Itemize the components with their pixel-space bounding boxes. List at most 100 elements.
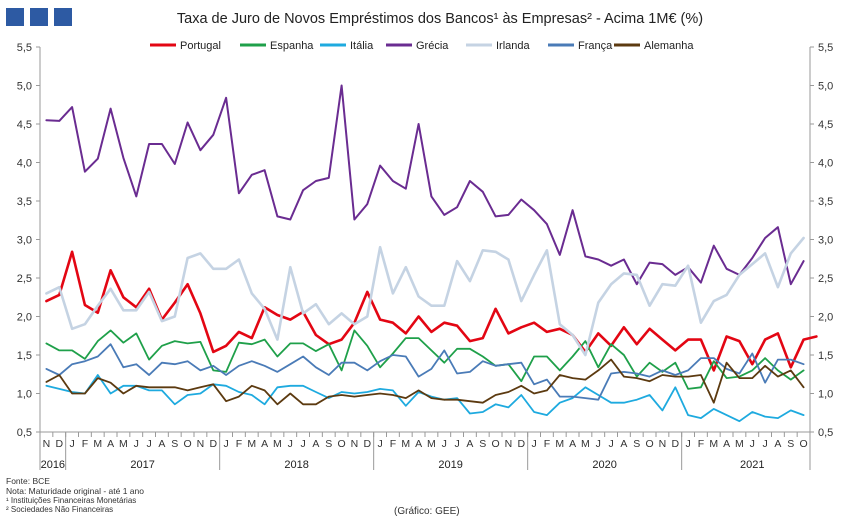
x-tick-label-year: 2019 bbox=[438, 459, 462, 471]
x-tick-label-month: A bbox=[107, 438, 114, 450]
y-tick-label-right: 2,5 bbox=[818, 273, 833, 285]
x-tick-label-month: O bbox=[645, 438, 653, 450]
x-tick-label-month: F bbox=[698, 438, 704, 450]
x-tick-label-month: J bbox=[454, 438, 459, 450]
y-tick-label-left: 3,5 bbox=[17, 196, 32, 208]
x-tick-label-month: A bbox=[158, 438, 165, 450]
y-tick-label-left: 2,5 bbox=[17, 273, 32, 285]
x-tick-label-month: N bbox=[659, 438, 667, 450]
y-tick-label-right: 4,0 bbox=[818, 158, 833, 170]
x-tick-label-month: N bbox=[351, 438, 359, 450]
x-tick-label-month: M bbox=[247, 438, 256, 450]
y-tick-label-right: 3,5 bbox=[818, 196, 833, 208]
x-tick-label-month: M bbox=[709, 438, 718, 450]
x-tick-label-month: J bbox=[608, 438, 613, 450]
x-tick-label-month: J bbox=[596, 438, 601, 450]
logo-square-3 bbox=[54, 8, 72, 26]
x-tick-label-month: F bbox=[236, 438, 242, 450]
source-note: Fonte: BCE bbox=[6, 476, 50, 486]
x-tick-label-month: A bbox=[312, 438, 319, 450]
x-tick-label-month: A bbox=[415, 438, 422, 450]
y-tick-label-left: 1,5 bbox=[17, 350, 32, 362]
y-tick-label-left: 3,0 bbox=[17, 235, 32, 247]
legend-label: Espanha bbox=[270, 40, 314, 52]
footnote-2: ² Sociedades Não Financeiras bbox=[6, 505, 114, 514]
legend: Portugal Espanha Itália Grécia Irlanda França… bbox=[150, 40, 694, 52]
legend-label: França bbox=[578, 40, 613, 52]
x-tick-label-month: J bbox=[685, 438, 690, 450]
y-tick-label-left: 4,0 bbox=[17, 158, 32, 170]
x-tick-label-year: 2020 bbox=[592, 459, 616, 471]
x-tick-label-month: O bbox=[337, 438, 345, 450]
x-tick-label-month: D bbox=[55, 438, 63, 450]
x-tick-label-month: O bbox=[183, 438, 191, 450]
series-line-irlanda bbox=[45, 236, 805, 357]
x-tick-label-month: J bbox=[762, 438, 767, 450]
x-tick-label-month: J bbox=[750, 438, 755, 450]
series-line-italia bbox=[45, 374, 805, 423]
y-tick-label-right: 1,5 bbox=[818, 350, 833, 362]
x-tick-label-month: N bbox=[43, 438, 51, 450]
legend-label: Alemanha bbox=[644, 40, 694, 52]
line-chart: Taxa de Juro de Novos Empréstimos dos Ba… bbox=[17, 11, 834, 471]
x-tick-label-month: S bbox=[787, 438, 794, 450]
x-tick-label-month: D bbox=[363, 438, 371, 450]
x-tick-label-month: J bbox=[442, 438, 447, 450]
x-tick-label-year: 2021 bbox=[740, 459, 764, 471]
x-tick-label-month: O bbox=[491, 438, 499, 450]
x-tick-label-month: M bbox=[427, 438, 436, 450]
series-line-franca bbox=[45, 343, 805, 401]
y-tick-label-right: 4,5 bbox=[818, 119, 833, 131]
legend-label: Irlanda bbox=[496, 40, 531, 52]
y-tick-label-left: 5,0 bbox=[17, 81, 32, 93]
y-tick-label-right: 2,0 bbox=[818, 312, 833, 324]
x-tick-label-month: A bbox=[261, 438, 268, 450]
x-tick-label-month: N bbox=[505, 438, 513, 450]
x-tick-label-month: M bbox=[119, 438, 128, 450]
x-tick-label-month: M bbox=[273, 438, 282, 450]
y-tick-label-right: 5,5 bbox=[818, 42, 833, 54]
x-tick-label-year: 2017 bbox=[130, 459, 154, 471]
x-tick-label-month: A bbox=[620, 438, 627, 450]
y-tick-label-right: 0,5 bbox=[818, 427, 833, 439]
x-tick-label-month: A bbox=[774, 438, 781, 450]
series-line-espanha bbox=[45, 329, 805, 390]
x-tick-label-month: S bbox=[325, 438, 332, 450]
x-tick-label-month: J bbox=[146, 438, 151, 450]
x-tick-label-month: A bbox=[569, 438, 576, 450]
y-tick-label-left: 1,0 bbox=[17, 389, 32, 401]
legend-label: Grécia bbox=[416, 40, 449, 52]
x-tick-label-month: F bbox=[390, 438, 396, 450]
x-tick-label-month: D bbox=[209, 438, 217, 450]
x-tick-label-month: D bbox=[517, 438, 525, 450]
chart-title: Taxa de Juro de Novos Empréstimos dos Ba… bbox=[177, 11, 703, 27]
x-tick-label-year: 2016 bbox=[41, 459, 65, 471]
x-tick-label-month: D bbox=[671, 438, 679, 450]
x-tick-label-month: J bbox=[134, 438, 139, 450]
chart-credit: (Gráfico: GEE) bbox=[394, 506, 460, 517]
y-tick-label-left: 0,5 bbox=[17, 427, 32, 439]
series-line-portugal bbox=[45, 250, 818, 372]
x-tick-label-month: M bbox=[581, 438, 590, 450]
logo-square-2 bbox=[30, 8, 48, 26]
x-tick-label-month: J bbox=[223, 438, 228, 450]
logo-square-1 bbox=[6, 8, 24, 26]
x-tick-label-month: M bbox=[93, 438, 102, 450]
x-tick-label-month: J bbox=[69, 438, 74, 450]
legend-label: Portugal bbox=[180, 40, 221, 52]
x-tick-label-year: 2018 bbox=[284, 459, 308, 471]
x-tick-label-month: N bbox=[197, 438, 205, 450]
axes: 0,5 0,5 1,0 1,0 1,5 1,5 2,0 2,0 2,5 2,5 3,0 3,0 3,5 3… bbox=[17, 42, 834, 471]
x-tick-label-month: J bbox=[300, 438, 305, 450]
x-tick-label-month: A bbox=[723, 438, 730, 450]
x-tick-label-month: S bbox=[633, 438, 640, 450]
x-tick-label-month: O bbox=[799, 438, 807, 450]
y-tick-label-left: 4,5 bbox=[17, 119, 32, 131]
legend-label: Itália bbox=[350, 40, 374, 52]
footnote-1: ¹ Instituições Financeiras Monetárias bbox=[6, 496, 137, 505]
x-tick-label-month: M bbox=[401, 438, 410, 450]
plot-area bbox=[45, 84, 818, 423]
x-tick-label-month: F bbox=[82, 438, 88, 450]
x-tick-label-month: A bbox=[466, 438, 473, 450]
series-line-alemanha bbox=[45, 358, 805, 406]
